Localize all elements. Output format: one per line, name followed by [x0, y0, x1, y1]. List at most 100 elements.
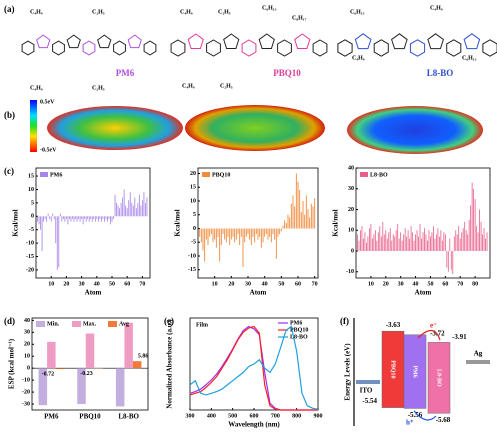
- bar: [284, 220, 286, 229]
- y-axis-label: Kcal/mol: [12, 209, 20, 236]
- bar: [94, 216, 96, 222]
- substituent-label: C₆H₁₃: [262, 5, 277, 11]
- bar: [364, 232, 366, 252]
- bar: [140, 205, 142, 217]
- bar: [368, 228, 370, 252]
- x-tick-label: 40: [94, 281, 100, 287]
- ring: [97, 34, 112, 49]
- y-tick-label: 20: [348, 207, 354, 213]
- bar: [401, 240, 403, 252]
- bar: [444, 234, 446, 252]
- y-tick-label: 0: [351, 248, 354, 254]
- bar: [49, 216, 51, 219]
- bar: [88, 216, 90, 222]
- legend-swatch: [202, 172, 210, 177]
- bar: [459, 238, 461, 252]
- energy-bar: [403, 334, 427, 409]
- legend-label: PBQ10: [212, 172, 230, 178]
- bar: [383, 234, 385, 252]
- bar: [427, 240, 428, 252]
- bar: [85, 333, 95, 369]
- bar: [464, 221, 466, 252]
- y-tick-label: 10: [190, 198, 196, 204]
- y-tick-label: 15: [28, 173, 34, 179]
- bar: [100, 216, 102, 222]
- bar: [247, 228, 249, 234]
- x-tick-label: 30: [398, 281, 404, 287]
- material-label: L8-BO: [436, 369, 442, 387]
- material-label: PBQ10: [390, 360, 396, 378]
- y-axis-label: Normalized Absorbance (a.u.): [166, 319, 174, 409]
- bar: [257, 228, 259, 240]
- bar: [204, 228, 206, 262]
- bar: [456, 234, 458, 252]
- bar: [224, 228, 226, 240]
- bar: [361, 226, 363, 252]
- bar: [255, 228, 257, 234]
- bar: [110, 216, 111, 225]
- bar: [259, 228, 261, 237]
- bar: [132, 205, 134, 217]
- plot-frame: [31, 317, 149, 411]
- value-label: -0.23: [80, 371, 93, 377]
- bar: [270, 228, 272, 243]
- bar: [41, 216, 43, 252]
- legend-label: L8-BO: [370, 172, 388, 178]
- bar: [435, 234, 437, 252]
- bar: [265, 228, 267, 234]
- lumo-label: -3.72: [430, 329, 445, 337]
- bar: [93, 216, 95, 219]
- bar: [210, 228, 212, 234]
- homo-label: -5.54: [362, 397, 377, 405]
- bar: [458, 226, 460, 252]
- bar: [468, 219, 470, 252]
- bar: [260, 228, 262, 248]
- x-tick-label: 800: [292, 413, 301, 419]
- bar: [202, 228, 204, 251]
- bar: [47, 341, 56, 369]
- bar: [234, 228, 236, 243]
- bar: [413, 240, 415, 252]
- y-axis-label: Kcal/mol: [332, 209, 340, 236]
- bar: [97, 216, 99, 222]
- panel-label: (d): [4, 316, 15, 326]
- ring: [21, 40, 35, 56]
- ring: [36, 34, 51, 49]
- substituent-label: C₄H₉: [352, 55, 365, 61]
- y-tick-label: 10: [24, 354, 30, 360]
- bar: [462, 228, 464, 252]
- bar: [252, 228, 254, 237]
- bar: [44, 216, 46, 219]
- bar: [434, 238, 436, 252]
- bar: [58, 216, 60, 268]
- bar: [461, 232, 463, 252]
- substituent-label: C₂H₅: [218, 9, 231, 15]
- bar: [274, 228, 276, 240]
- bar: [85, 216, 87, 222]
- bar: [409, 238, 411, 252]
- legend-label: PM6: [290, 320, 302, 326]
- bar: [205, 228, 207, 240]
- bar: [388, 232, 390, 252]
- bar: [485, 238, 486, 252]
- x-tick-label: 50: [109, 281, 115, 287]
- bar: [441, 240, 443, 252]
- bar: [304, 214, 306, 229]
- y-tick-label: -20: [26, 267, 34, 273]
- ring: [52, 40, 65, 56]
- substituent-label: C₆H₁₃: [462, 55, 477, 61]
- y-tick-label: 15: [190, 185, 196, 191]
- bar: [357, 234, 358, 252]
- bar: [446, 251, 448, 268]
- y-tick-label: 20: [24, 342, 30, 348]
- bar: [483, 228, 485, 252]
- bar: [135, 208, 137, 217]
- bar: [480, 221, 482, 252]
- bar: [422, 232, 424, 252]
- bar: [199, 228, 201, 237]
- bar: [424, 228, 425, 252]
- bar: [103, 216, 105, 222]
- bar: [477, 232, 479, 252]
- bar: [367, 236, 369, 252]
